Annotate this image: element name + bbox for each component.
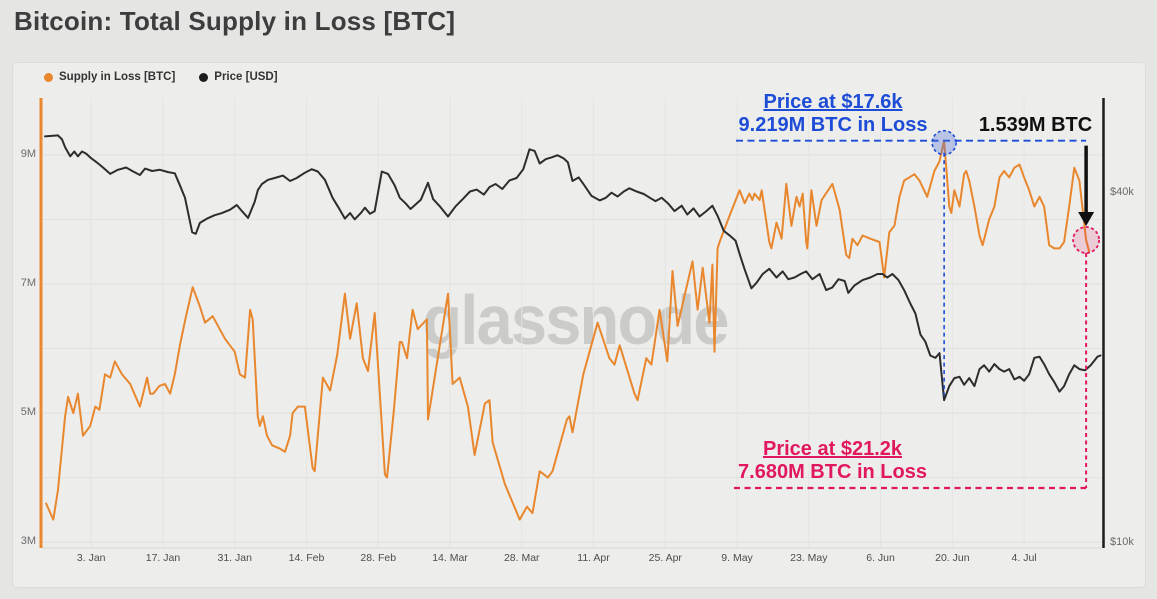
annotation-delta-label: 1.539M BTC bbox=[978, 114, 1093, 136]
x-axis-tick: 3. Jan bbox=[76, 552, 106, 564]
y-axis-left-tick: 9M bbox=[20, 147, 36, 160]
x-axis-tick: 25. Apr bbox=[648, 552, 682, 564]
x-axis-tick: 14. Feb bbox=[288, 552, 325, 564]
annotation-pink-line2: 7.680M BTC in Loss bbox=[738, 461, 927, 483]
legend-item-supply[interactable]: Supply in Loss [BTC] bbox=[44, 71, 175, 83]
y-axis-right-tick: $10k bbox=[1110, 535, 1134, 548]
x-axis-tick: 28. Mar bbox=[503, 552, 540, 564]
x-axis-tick: 6. Jun bbox=[866, 552, 895, 564]
x-axis-tick: 11. Apr bbox=[577, 552, 610, 564]
page-title: Bitcoin: Total Supply in Loss [BTC] bbox=[14, 6, 456, 36]
y-axis-right-tick: $40k bbox=[1110, 185, 1134, 198]
x-axis-tick: 14. Mar bbox=[432, 552, 468, 564]
x-axis-tick: 9. May bbox=[721, 552, 753, 564]
y-axis-left-tick: 3M bbox=[20, 535, 36, 548]
price-dot-icon bbox=[199, 72, 209, 82]
x-axis-tick: 28. Feb bbox=[360, 552, 397, 564]
x-axis-tick: 31. Jan bbox=[217, 552, 252, 564]
glassnode-watermark: glassnode bbox=[422, 281, 729, 359]
y-axis-left-tick: 7M bbox=[20, 276, 36, 289]
legend-item-price[interactable]: Price [USD] bbox=[199, 71, 278, 83]
y-axis-left-tick: 5M bbox=[20, 406, 36, 419]
x-axis-tick: 17. Jan bbox=[145, 552, 181, 564]
legend: Supply in Loss [BTC] Price [USD] bbox=[44, 71, 278, 83]
annotation-blue-line1: Price at $17.6k bbox=[763, 91, 903, 113]
legend-price-label: Price [USD] bbox=[214, 71, 278, 83]
annotation-blue: Price at $17.6k 9.219M BTC in Loss bbox=[723, 91, 943, 137]
x-axis-tick: 20. Jun bbox=[935, 552, 970, 564]
supply-dot-icon bbox=[44, 72, 53, 82]
legend-supply-label: Supply in Loss [BTC] bbox=[59, 71, 176, 83]
x-axis-tick: 23. May bbox=[790, 552, 828, 564]
x-axis-tick: 4. Jul bbox=[1011, 552, 1037, 564]
annotation-blue-line2: 9.219M BTC in Loss bbox=[738, 114, 928, 136]
annotation-pink-line1: Price at $21.2k bbox=[763, 438, 902, 460]
annotation-pink: Price at $21.2k 7.680M BTC in Loss bbox=[720, 438, 945, 484]
